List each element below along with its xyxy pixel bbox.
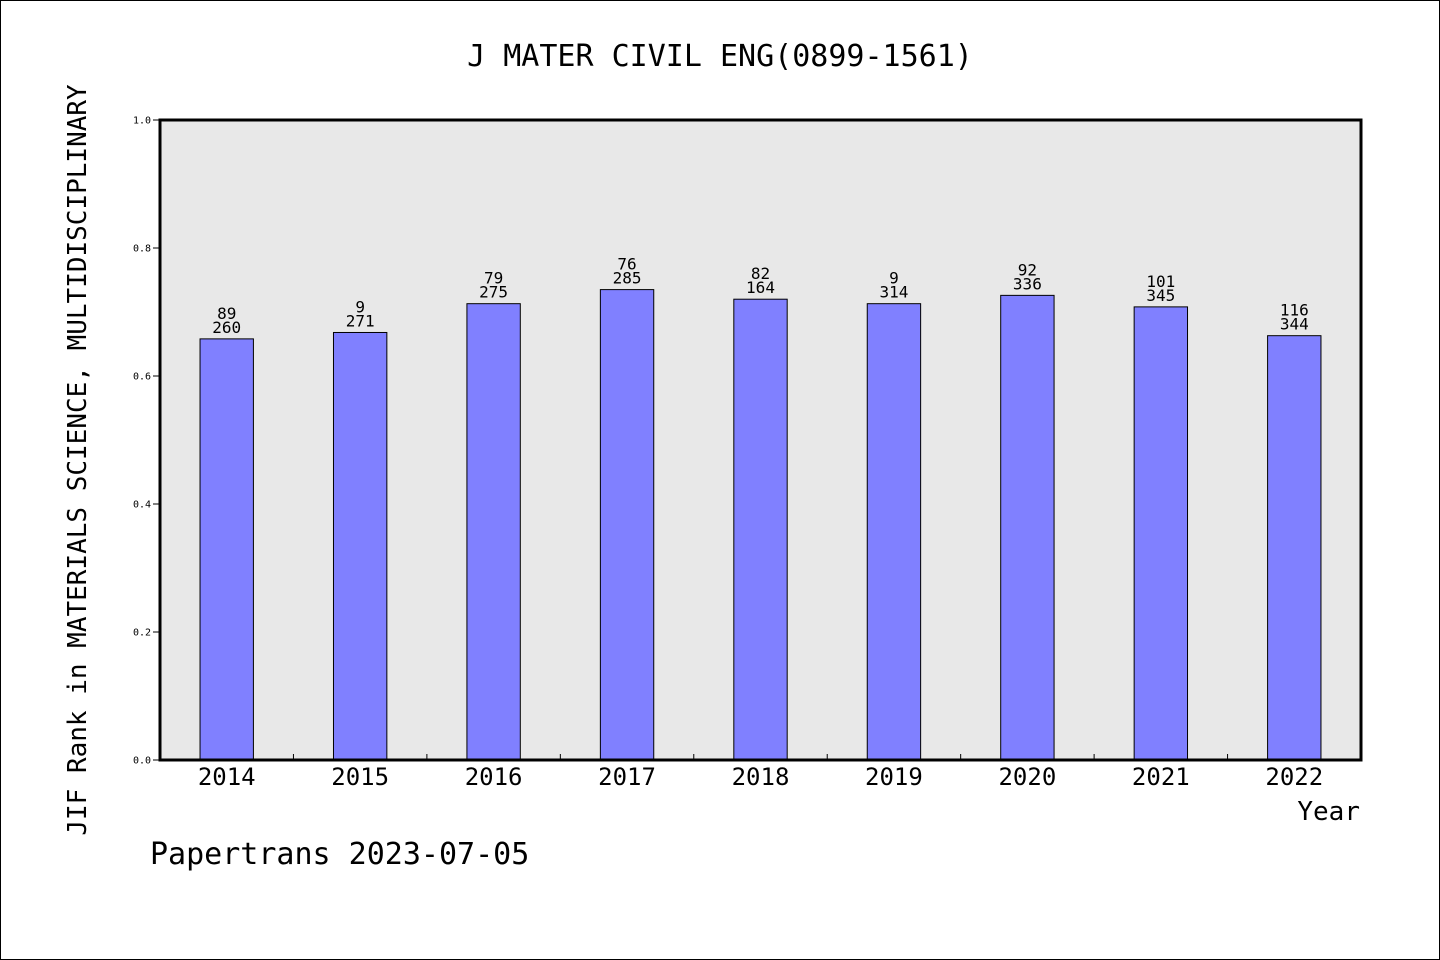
bar-rank-label: 82 [751, 264, 770, 283]
bar-rank-label: 101 [1146, 272, 1175, 291]
bar-total-label: 336 [1013, 274, 1042, 293]
plot-border [158, 118, 1363, 762]
chart-title: J MATER CIVIL ENG(0899-1561) [467, 39, 973, 74]
bar-2017 [599, 289, 655, 761]
x-tick-label: 2020 [998, 763, 1056, 791]
bar-2020 [1000, 294, 1055, 761]
bar-total-label: 344 [1280, 315, 1309, 334]
y-tick-label: 0.2 [133, 628, 151, 639]
x-tick-label: 2017 [598, 763, 656, 791]
x-tick-label: 2018 [732, 763, 790, 791]
bar-total-label: 345 [1146, 286, 1175, 305]
y-axis-ticks: 0.0 0.2 0.4 0.6 0.8 1.0 [133, 116, 160, 767]
y-axis-label: JIF Rank in MATERIALS SCIENCE, MULTIDISC… [63, 84, 93, 836]
y-tick-label: 1.0 [133, 116, 151, 127]
bar-total-label: 271 [346, 311, 375, 330]
x-tick-label: 2019 [865, 763, 923, 791]
bar-rank-label: 92 [1018, 260, 1037, 279]
x-tick-labels: 2014 2015 2016 2017 2018 2019 2020 2021 2022 [198, 763, 1323, 791]
bar-2021 [1133, 306, 1189, 761]
bar-2015 [332, 331, 388, 761]
bar-total-label: 314 [879, 283, 908, 302]
y-tick-label: 0.0 [133, 756, 151, 767]
footer-credit: Papertrans 2023-07-05 [150, 837, 529, 872]
x-tick-label: 2021 [1132, 763, 1190, 791]
bar-total-label: 260 [212, 318, 241, 337]
x-axis-label: Year [1297, 797, 1360, 827]
bar-rank-label: 89 [217, 304, 236, 323]
y-tick-label: 0.8 [133, 244, 151, 255]
bar-rank-label: 76 [617, 255, 636, 274]
bar-rank-label: 79 [484, 269, 503, 288]
y-tick-label: 0.4 [133, 500, 151, 511]
bar-total-label: 164 [746, 278, 775, 297]
x-tick-label: 2016 [465, 763, 523, 791]
bar-rank-label: 9 [889, 269, 899, 288]
bar-rank-label: 9 [355, 297, 365, 316]
x-tick-label: 2022 [1265, 763, 1323, 791]
y-tick-label: 0.6 [133, 372, 151, 383]
bar-rank-label: 116 [1280, 301, 1309, 320]
bar-2014 [199, 338, 254, 761]
bar-total-label: 285 [613, 269, 642, 288]
bar-2016 [466, 303, 521, 761]
bars [199, 289, 1322, 761]
bar-2018 [733, 298, 788, 761]
bar-2022 [1267, 335, 1322, 761]
x-tick-label: 2014 [198, 763, 256, 791]
x-tick-label: 2015 [331, 763, 389, 791]
bar-2019 [866, 303, 922, 761]
bar-total-label: 275 [479, 283, 508, 302]
